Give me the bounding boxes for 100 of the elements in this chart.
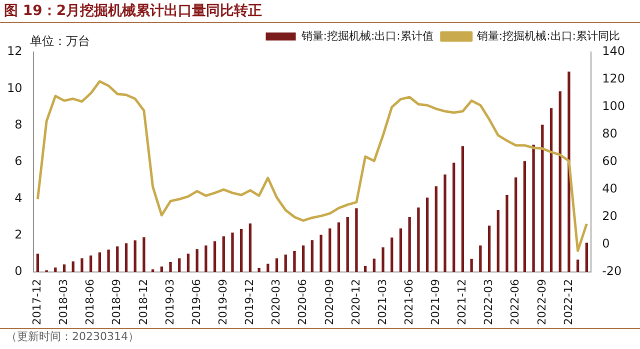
text: （更新时间：20230314） [6, 330, 139, 343]
y2-tick-label: 100 [602, 99, 625, 114]
x-tick-label: 2018-12 [136, 279, 150, 326]
bar [372, 258, 376, 272]
x-tick-label: 2022-06 [508, 279, 522, 326]
x-tick-label: 2021-03 [376, 279, 389, 326]
x-tick-label: 2019-12 [243, 279, 256, 326]
x-tick-label: 2021-09 [429, 279, 442, 326]
bar [399, 228, 402, 272]
bar [142, 237, 146, 272]
bar [496, 210, 500, 272]
x-tick-label: 2022-09 [535, 279, 548, 326]
bar [558, 91, 562, 272]
bar [231, 232, 234, 272]
bar [116, 246, 119, 272]
bar [89, 256, 92, 272]
chart-title: 图 19：2月挖掘机械累计出口量同比转正 [0, 0, 640, 23]
y2-tick-label: 80 [602, 126, 618, 141]
bar [213, 241, 216, 272]
bar [258, 268, 260, 272]
bar [568, 72, 570, 272]
x-tick-label: 2020-06 [296, 279, 310, 326]
bar [355, 208, 358, 272]
bar [328, 228, 332, 272]
bar [124, 243, 128, 272]
bar [98, 252, 102, 272]
bar [364, 266, 367, 272]
bar [275, 258, 278, 272]
bar [284, 254, 287, 272]
bar [434, 186, 438, 272]
legend-label: 销量:挖掘机械:出口:累计同比 [476, 29, 620, 42]
bar [550, 108, 553, 272]
x-tick-label: 2019-03 [163, 279, 176, 326]
bar [417, 207, 420, 272]
bar [107, 250, 110, 272]
y2-tick-label: -20 [602, 264, 622, 278]
bar [302, 245, 305, 272]
bar [266, 264, 270, 272]
y2-tick-label: 140 [602, 44, 625, 58]
bar [222, 236, 225, 272]
bar [293, 250, 296, 272]
bar [461, 146, 464, 272]
bar [169, 262, 172, 272]
bar [479, 245, 482, 272]
bar [523, 161, 526, 272]
y2-tick-label: 20 [602, 209, 618, 224]
bar [346, 217, 349, 272]
bar [320, 234, 322, 272]
x-tick-label: 2018-03 [57, 279, 70, 326]
bar [470, 258, 473, 272]
bar [452, 162, 456, 272]
y-axis-title: 单位：万台 [30, 34, 90, 48]
y-tick-label: 12 [6, 44, 22, 58]
bar [408, 217, 411, 272]
bar [134, 240, 136, 272]
bar [488, 226, 491, 272]
bar [310, 240, 314, 272]
y-tick-label: 8 [14, 117, 22, 132]
x-tick-label: 2019-09 [216, 279, 230, 326]
y-tick-label: 10 [6, 80, 22, 95]
y2-tick-label: 60 [602, 154, 618, 168]
x-tick-label: 2022-12 [562, 279, 575, 326]
bar [541, 124, 544, 272]
bar [178, 258, 181, 272]
y2-tick-label: 120 [602, 72, 625, 86]
bar [160, 266, 163, 272]
x-tick-label: 2017-12 [30, 279, 44, 326]
x-tick-label: 2022-03 [482, 279, 496, 326]
x-tick-label: 2019-06 [190, 279, 203, 326]
y2-tick-label: 0 [602, 236, 610, 251]
bar [382, 247, 384, 272]
bar [54, 267, 57, 272]
x-tick-label: 2021-06 [402, 279, 416, 326]
x-tick-label: 2021-12 [456, 279, 469, 326]
x-tick-label: 2020-12 [349, 279, 362, 326]
x-tick-label: 2020-09 [322, 279, 336, 326]
bar [80, 258, 84, 272]
bar [72, 261, 74, 272]
bar [585, 242, 588, 272]
bar [204, 245, 208, 272]
bar [514, 177, 518, 272]
legend-label: 销量:挖掘机械:出口:累计值 [300, 29, 434, 42]
y-tick-label: 6 [14, 154, 22, 168]
bar [532, 144, 535, 272]
bar [444, 174, 446, 272]
bar [62, 264, 66, 272]
bar [248, 223, 252, 272]
y-tick-label: 2 [14, 227, 22, 242]
x-tick-label: 2020-03 [270, 279, 283, 326]
x-tick-label: 2018-06 [84, 279, 97, 326]
bar [506, 195, 508, 272]
bar [36, 254, 40, 272]
bar [390, 238, 394, 272]
bar [576, 260, 580, 272]
bar [196, 249, 198, 272]
x-tick-label: 2018-09 [110, 279, 124, 326]
y2-tick-label: 40 [602, 182, 618, 196]
bar [240, 228, 243, 272]
bar [337, 222, 340, 272]
y-tick-label: 0 [14, 264, 22, 278]
